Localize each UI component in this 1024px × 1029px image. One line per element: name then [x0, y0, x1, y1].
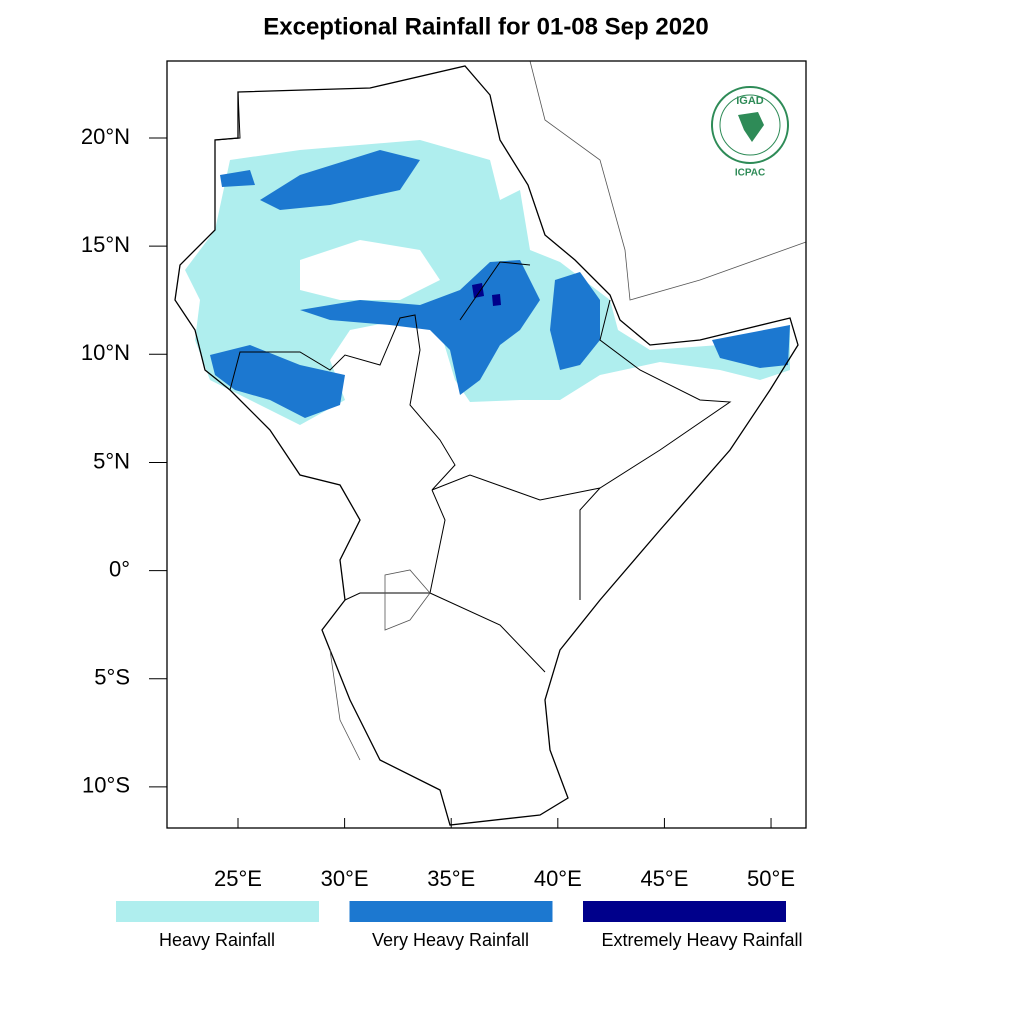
no-rain-gap	[300, 240, 440, 300]
title: Exceptional Rainfall for 01-08 Sep 2020	[263, 13, 709, 40]
y-tick-label: 5°S	[94, 665, 130, 690]
y-tick-label: 10°N	[81, 340, 130, 365]
very-heavy-rain-area	[260, 150, 420, 210]
very-heavy-rain-area	[550, 272, 600, 370]
very-heavy-rain-area	[210, 345, 345, 418]
y-tick-label: 0°	[109, 556, 130, 581]
y-tick-label: 20°N	[81, 124, 130, 149]
very-heavy-rain-area	[220, 170, 255, 187]
legend-label: Heavy Rainfall	[159, 930, 275, 950]
logo-inner-ring	[719, 94, 781, 156]
y-tick-label: 10°S	[82, 773, 130, 798]
x-tick-label: 30°E	[321, 866, 369, 891]
y-tick-label: 5°N	[93, 448, 130, 473]
legend-label: Extremely Heavy Rainfall	[601, 930, 802, 950]
y-tick-label: 15°N	[81, 232, 130, 257]
x-tick-label: 50°E	[747, 866, 795, 891]
very-heavy-rain-area	[712, 325, 790, 368]
logo-name: IGAD	[736, 95, 764, 107]
logo: IGAD ICPAC	[711, 86, 789, 179]
coast-line	[329, 60, 807, 761]
legend-swatch	[116, 901, 319, 922]
map-area	[166, 60, 807, 829]
legend-label: Very Heavy Rainfall	[372, 930, 529, 950]
x-tick-label: 45°E	[640, 866, 688, 891]
extreme-rain-area	[472, 283, 501, 306]
region-outline	[174, 65, 799, 826]
logo-africa	[738, 112, 764, 142]
x-tick-label: 25°E	[214, 866, 262, 891]
logo-org: ICPAC	[735, 168, 765, 179]
legend-swatch	[349, 901, 553, 922]
x-tick-label: 40°E	[534, 866, 582, 891]
map-frame	[166, 60, 807, 829]
x-tick-label: 35°E	[427, 866, 475, 891]
legend-swatch	[583, 901, 786, 922]
